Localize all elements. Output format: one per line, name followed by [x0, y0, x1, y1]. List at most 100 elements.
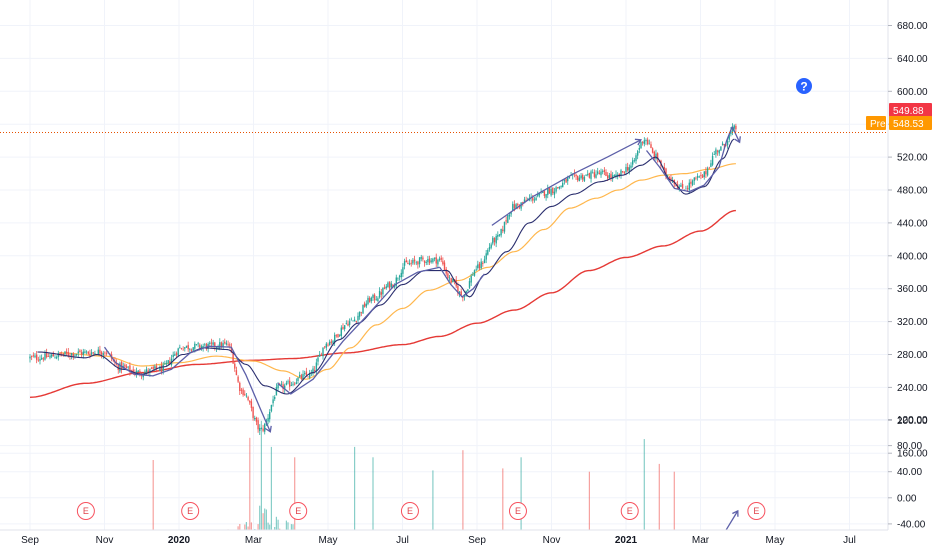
candle-body — [222, 343, 224, 348]
candle-body — [537, 194, 539, 197]
candle-body — [72, 354, 74, 357]
earnings-marker[interactable]: E — [289, 502, 308, 520]
candle-body — [450, 278, 452, 283]
candle-body — [522, 202, 524, 203]
time-tick-label: May — [319, 535, 338, 546]
volume-arrowhead — [732, 509, 739, 517]
earnings-marker-label: E — [83, 506, 89, 516]
candle-body — [437, 260, 439, 265]
candle-body — [358, 311, 361, 317]
candle-body — [97, 349, 99, 355]
candle-body — [393, 284, 396, 288]
candle-body — [465, 290, 467, 295]
candle-body — [367, 297, 369, 305]
candle-body — [603, 170, 606, 172]
candle-body — [553, 191, 556, 195]
earnings-marker[interactable]: E — [400, 502, 419, 520]
candle-body — [230, 347, 233, 353]
candle-body — [432, 258, 434, 263]
candle-body — [119, 363, 121, 372]
candle-body — [348, 321, 351, 325]
candle-body — [515, 204, 517, 209]
candle-body — [663, 167, 665, 170]
candle-body — [488, 247, 491, 250]
candle-body — [578, 177, 581, 181]
volume-bar — [265, 509, 267, 549]
candle-body — [438, 258, 441, 260]
candle-body — [498, 234, 501, 236]
candle-body — [412, 259, 414, 264]
candle-body — [378, 291, 381, 298]
time-tick-label: Jul — [843, 535, 856, 546]
candle-body — [610, 173, 612, 179]
candle-body — [543, 190, 546, 196]
candle-body — [220, 342, 223, 347]
candle-body — [344, 325, 346, 329]
candle-body — [172, 354, 174, 358]
candle-body — [691, 180, 694, 185]
pattern-line — [439, 266, 485, 298]
candle-body — [209, 342, 211, 344]
candle-body — [383, 287, 386, 290]
last-price-value: 549.88 — [893, 106, 924, 117]
candle-body — [510, 211, 512, 215]
help-icon[interactable]: ? — [796, 78, 812, 94]
candle-body — [150, 367, 153, 369]
candle-body — [287, 381, 289, 383]
candle-body — [548, 187, 551, 194]
candle-body — [55, 357, 58, 359]
pattern-line — [491, 139, 642, 226]
earnings-marker[interactable]: E — [181, 502, 200, 520]
candle-body — [44, 353, 46, 360]
earnings-marker[interactable]: E — [76, 502, 95, 520]
candle-body — [512, 203, 514, 211]
candle-body — [49, 355, 51, 358]
candle-body — [440, 257, 442, 260]
earnings-marker[interactable]: E — [747, 502, 766, 520]
earnings-marker[interactable]: E — [620, 502, 639, 520]
candle-body — [425, 262, 427, 263]
candle-body — [312, 368, 314, 374]
candle-body — [100, 352, 103, 355]
candle-body — [280, 383, 283, 385]
candle-body — [567, 178, 569, 182]
candle-body — [309, 372, 311, 378]
candle-body — [630, 165, 632, 168]
volume-tick-label: 40.00 — [897, 467, 922, 478]
candle-body — [590, 171, 592, 179]
candle-body — [337, 334, 339, 337]
candle-body — [142, 374, 144, 378]
earnings-marker-label: E — [627, 506, 633, 516]
candle-body — [480, 261, 482, 269]
candle-body — [29, 356, 31, 359]
candle-body — [125, 366, 128, 368]
earnings-marker[interactable]: E — [508, 502, 527, 520]
candle-body — [385, 286, 387, 289]
candle-body — [327, 344, 329, 346]
candle-body — [608, 175, 611, 178]
candle-body — [733, 125, 735, 129]
candle-body — [635, 155, 637, 162]
candle-body — [32, 355, 34, 357]
candle-body — [244, 393, 246, 395]
candle-body — [533, 199, 536, 201]
candle-body — [144, 371, 146, 374]
candle-body — [422, 257, 424, 260]
time-axis[interactable]: Sep Nov 2020 Mar May Jul Sep Nov 2021 Mar May Jul — [21, 535, 856, 546]
candle-body — [535, 197, 537, 201]
candle-body — [708, 167, 710, 169]
candle-body — [632, 160, 634, 165]
ma-mid-line — [59, 163, 736, 380]
candle-body — [435, 257, 437, 264]
candle-body — [651, 148, 654, 153]
time-tick-label: Nov — [96, 535, 114, 546]
candle-body — [342, 327, 344, 330]
candle-body — [477, 264, 479, 268]
candle-body — [500, 229, 502, 236]
candle-body — [710, 163, 712, 167]
time-tick-label: Mar — [245, 535, 263, 546]
candle-body — [448, 277, 451, 279]
candle-body — [325, 343, 327, 348]
